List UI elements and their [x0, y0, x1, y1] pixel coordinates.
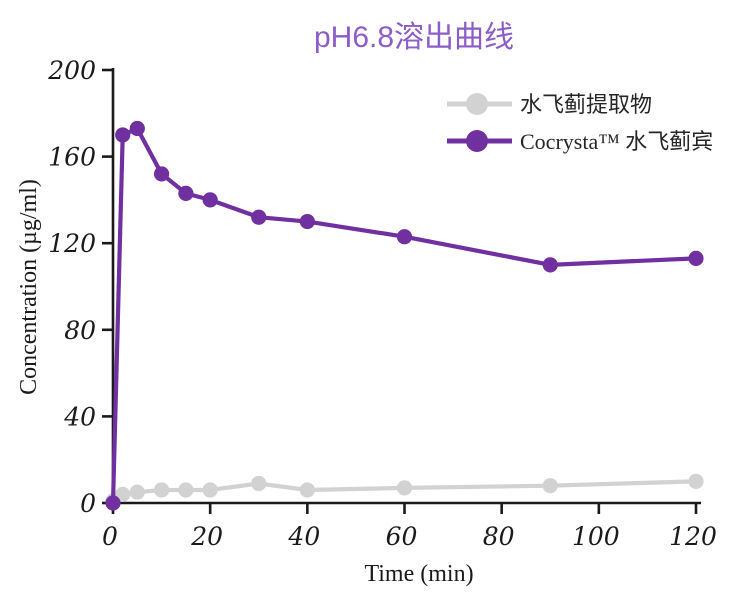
y-tick-label: 0: [80, 489, 96, 518]
data-point-marker: [115, 486, 131, 502]
data-point-marker: [251, 475, 267, 492]
data-point-marker: [542, 257, 558, 273]
data-point-marker: [178, 185, 194, 202]
legend-entry: Cocrysta™ 水飞蓟宾: [447, 129, 713, 154]
series-line: [110, 126, 699, 506]
data-point-marker: [299, 482, 315, 498]
legend-marker: [466, 130, 488, 152]
x-tick-label: 100: [572, 522, 620, 551]
x-tick-label: 60: [386, 522, 418, 551]
data-point-marker: [251, 209, 267, 225]
data-point-marker: [129, 120, 145, 137]
data-point-marker: [153, 482, 170, 498]
y-axis-label: Concentration (µg/ml): [16, 179, 42, 395]
y-tick-label: 40: [63, 402, 96, 431]
axis-ticks: [102, 68, 698, 514]
data-point-marker: [688, 473, 704, 489]
tick-labels: 0 20 40 60 80 100 120 0 40 80 120 160 200: [47, 56, 717, 551]
data-point-marker: [105, 495, 121, 511]
series-0: [105, 473, 704, 509]
data-point-marker: [688, 250, 704, 266]
legend: 水飞蓟提取物 Cocrysta™ 水飞蓟宾: [447, 92, 713, 154]
x-tick-label: 20: [190, 522, 223, 551]
series-1: [105, 120, 704, 511]
legend-marker: [466, 93, 488, 115]
x-tick-label: 40: [287, 522, 320, 551]
data-point-marker: [178, 482, 194, 498]
data-point-marker: [202, 482, 218, 498]
x-axis-label: Time (min): [364, 561, 473, 587]
data-point-marker: [396, 480, 413, 496]
y-tick-label: 160: [48, 143, 96, 172]
data-point-marker: [129, 484, 145, 500]
data-point-marker: [299, 213, 315, 230]
data-point-marker: [396, 229, 413, 245]
x-tick-label: 0: [102, 522, 118, 551]
y-tick-label: 200: [47, 56, 96, 85]
legend-entry: 水飞蓟提取物: [447, 92, 652, 117]
x-tick-label: 120: [669, 522, 717, 551]
data-point-marker: [202, 192, 218, 208]
legend-label: 水飞蓟提取物: [520, 92, 652, 117]
legend-label: Cocrysta™ 水飞蓟宾: [520, 129, 713, 154]
data-point-marker: [115, 127, 131, 143]
chart-title: pH6.8溶出曲线: [314, 21, 514, 54]
data-point-marker: [153, 166, 170, 182]
series-group: [105, 120, 704, 511]
data-point-marker: [542, 478, 558, 494]
y-tick-label: 80: [64, 316, 96, 345]
x-tick-label: 80: [483, 522, 515, 551]
y-tick-label: 120: [48, 229, 96, 258]
